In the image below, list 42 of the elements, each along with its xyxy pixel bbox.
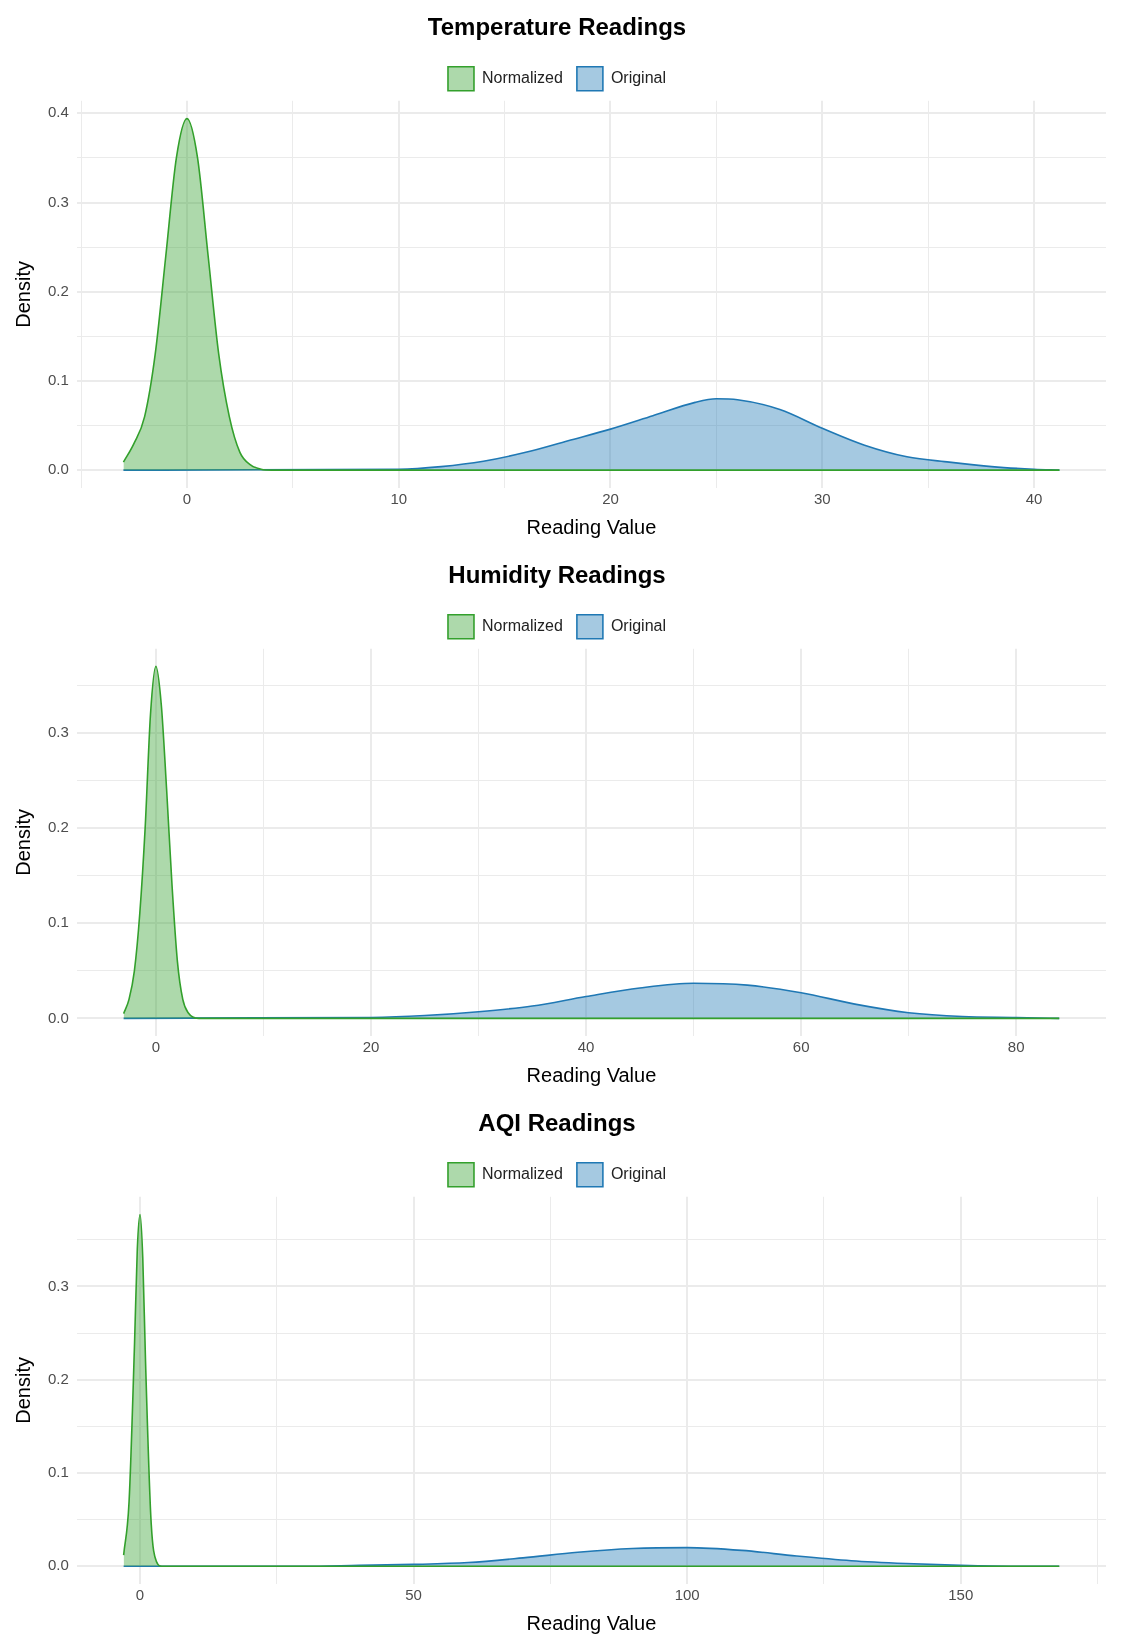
x-tick-label: 150	[948, 1586, 974, 1604]
x-tick-label: 40	[1025, 490, 1043, 508]
x-tick-label: 20	[362, 1038, 380, 1056]
x-axis-title: Reading Value	[526, 1611, 657, 1634]
y-tick-label: 0.3	[47, 192, 69, 210]
legend-label: Normalized	[481, 69, 563, 87]
chart-title: Humidity Readings	[448, 561, 666, 589]
x-tick-label: 80	[1007, 1038, 1025, 1056]
legend-label: Normalized	[481, 1165, 563, 1183]
y-tick-label: 0.2	[47, 1369, 69, 1387]
y-tick-label: 0.0	[47, 1008, 69, 1026]
legend-label: Normalized	[481, 617, 563, 635]
x-axis-title: Reading Value	[526, 515, 657, 538]
x-tick-label: 50	[405, 1586, 422, 1604]
x-tick-label: 60	[792, 1038, 810, 1056]
y-tick-label: 0.1	[47, 913, 69, 931]
x-axis-title: Reading Value	[526, 1063, 657, 1086]
y-tick-label: 0.4	[47, 103, 69, 121]
x-tick-label: 30	[813, 490, 831, 508]
chart-title: AQI Readings	[478, 1109, 636, 1137]
legend-label: Original	[610, 69, 667, 87]
y-tick-label: 0.3	[47, 723, 69, 741]
x-tick-label: 10	[390, 490, 408, 508]
y-axis-title: Density	[11, 1357, 34, 1424]
y-axis-title: Density	[11, 261, 34, 328]
y-tick-label: 0.2	[47, 818, 69, 836]
x-tick-label: 0	[182, 490, 192, 508]
chart-title: Temperature Readings	[427, 13, 687, 41]
x-tick-label: 0	[151, 1038, 161, 1056]
y-tick-label: 0.0	[47, 460, 69, 478]
legend-label: Original	[610, 1165, 667, 1183]
y-tick-label: 0.2	[47, 281, 69, 299]
y-tick-label: 0.3	[47, 1276, 69, 1294]
y-axis-title: Density	[11, 809, 34, 876]
x-tick-label: 20	[602, 490, 619, 508]
x-tick-label: 100	[674, 1586, 700, 1604]
x-tick-label: 40	[577, 1038, 595, 1056]
y-tick-label: 0.1	[47, 371, 69, 389]
x-tick-label: 0	[135, 1586, 145, 1604]
y-tick-label: 0.0	[47, 1556, 69, 1574]
y-tick-label: 0.1	[47, 1463, 69, 1481]
legend-label: Original	[610, 617, 667, 635]
